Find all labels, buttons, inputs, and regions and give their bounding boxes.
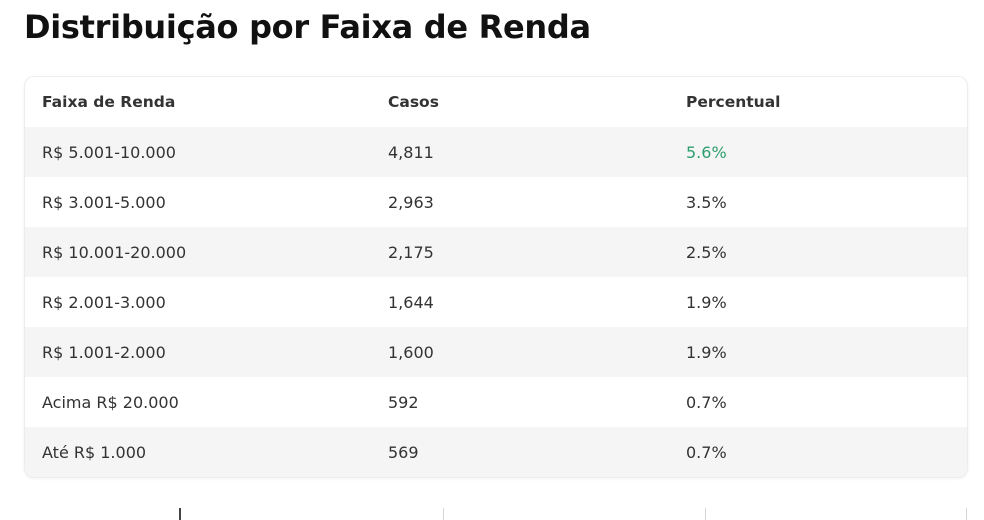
cell-casos: 592: [388, 392, 419, 412]
column-header-percentual[interactable]: Percentual: [686, 93, 781, 111]
table-row: R$ 5.001-10.000 4,811 5.6%: [25, 127, 967, 177]
income-distribution-table: Faixa de Renda Casos Percentual R$ 5.001…: [25, 77, 967, 477]
table-row: R$ 3.001-5.000 2,963 3.5%: [25, 177, 967, 227]
cell-faixa: R$ 3.001-5.000: [42, 192, 166, 212]
cell-faixa: R$ 1.001-2.000: [25, 327, 371, 377]
cell-faixa: R$ 10.001-20.000: [25, 227, 371, 277]
chart-gridlines-partial: [0, 508, 984, 520]
cell-casos: 2,963: [388, 192, 434, 212]
chart-gridline: [705, 508, 706, 520]
cell-percentual: 0.7%: [669, 427, 967, 477]
cell-faixa: Até R$ 1.000: [25, 427, 371, 477]
chart-axis-line: [179, 508, 181, 520]
cell-percentual: 3.5%: [686, 192, 727, 212]
chart-gridline: [443, 508, 444, 520]
page-title: Distribuição por Faixa de Renda: [24, 8, 591, 46]
table-row: R$ 2.001-3.000 1,644 1.9%: [25, 277, 967, 327]
table-row: R$ 10.001-20.000 2,175 2.5%: [25, 227, 967, 277]
cell-percentual: 1.9%: [686, 292, 727, 312]
cell-percentual: 0.7%: [686, 392, 727, 412]
cell-casos: 1,600: [371, 327, 669, 377]
column-header-faixa[interactable]: Faixa de Renda: [42, 93, 176, 111]
cell-casos: 2,175: [371, 227, 669, 277]
cell-faixa: R$ 2.001-3.000: [42, 292, 166, 312]
cell-casos: 4,811: [371, 127, 669, 177]
income-distribution-table-card: Faixa de Renda Casos Percentual R$ 5.001…: [24, 76, 968, 478]
chart-gridline: [966, 508, 967, 520]
cell-percentual: 1.9%: [669, 327, 967, 377]
table-row: Até R$ 1.000 569 0.7%: [25, 427, 967, 477]
column-header-casos[interactable]: Casos: [388, 93, 439, 111]
table-row: Acima R$ 20.000 592 0.7%: [25, 377, 967, 427]
cell-percentual: 2.5%: [669, 227, 967, 277]
cell-casos: 1,644: [388, 292, 434, 312]
table-header-row: Faixa de Renda Casos Percentual: [25, 77, 967, 127]
cell-casos: 569: [371, 427, 669, 477]
cell-faixa: R$ 5.001-10.000: [25, 127, 371, 177]
cell-percentual-highlight: 5.6%: [669, 127, 967, 177]
cell-faixa: Acima R$ 20.000: [42, 392, 179, 412]
table-row: R$ 1.001-2.000 1,600 1.9%: [25, 327, 967, 377]
